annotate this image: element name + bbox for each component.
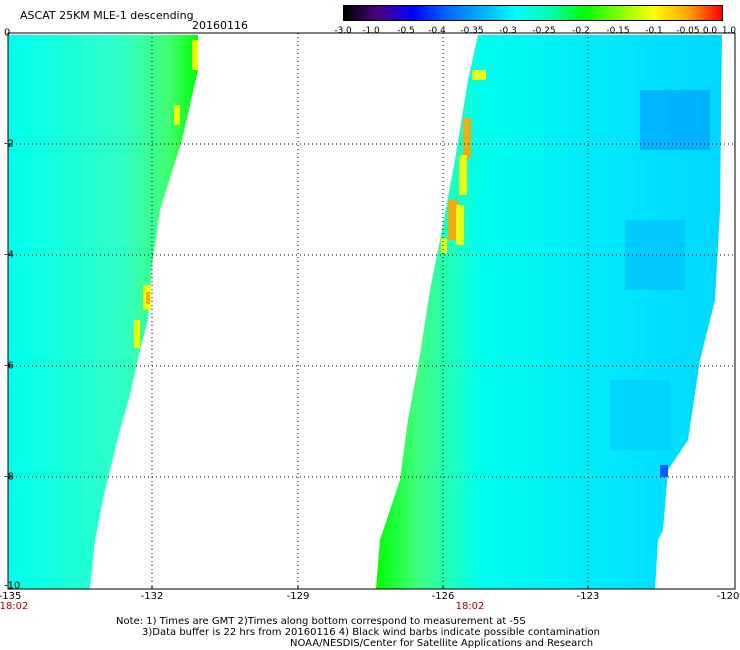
data-patch: [459, 155, 467, 195]
data-patch: [192, 40, 198, 70]
colorbar-label: -0.25: [532, 26, 556, 36]
colorbar-label: -1.0: [362, 26, 380, 36]
colorbar-label: 1.0: [721, 26, 737, 36]
y-tick-label: -4: [4, 249, 14, 261]
data-patch: [625, 220, 685, 290]
note-line-1: Note: 1) Times are GMT 2)Times along bot…: [116, 616, 526, 627]
data-patch: [448, 200, 458, 240]
left-swath: [8, 35, 198, 589]
data-patch: [463, 118, 471, 158]
colorbar-label: -0.1: [645, 26, 663, 36]
data-patch: [610, 380, 670, 450]
colorbar-label: -0.3: [499, 26, 517, 36]
colorbar-label: -0.15: [606, 26, 630, 36]
colorbar-label: -0.4: [428, 26, 446, 36]
map-frame: [7, 32, 736, 590]
colorbar-label: -0.05: [676, 26, 700, 36]
y-tick-label: -6: [4, 360, 14, 372]
y-tick-label: 0: [4, 27, 11, 39]
colorbar-labels: -3.0 -1.0 -0.5 -0.4 -0.35 -0.3 -0.25 -0.…: [330, 26, 740, 38]
swath-time-right: 18:02: [455, 601, 485, 612]
swath-time-left: 18:02: [0, 601, 29, 612]
colorbar-label: -0.2: [572, 26, 590, 36]
colorbar-label: -3.0: [334, 26, 352, 36]
data-patch: [441, 238, 447, 253]
data-patch: [134, 320, 140, 348]
x-tick-label: -126: [431, 591, 455, 602]
data-patch: [174, 105, 180, 125]
data-patch: [472, 70, 486, 80]
x-tick-label: -132: [140, 591, 164, 602]
x-tick-label: -123: [576, 591, 600, 602]
x-tick-label: -129: [286, 591, 310, 602]
note-line-2: 3)Data buffer is 22 hrs from 20160116 4)…: [142, 627, 600, 638]
data-patch: [146, 292, 150, 304]
y-tick-label: -2: [4, 138, 14, 150]
x-tick-label: -120: [716, 591, 740, 602]
colorbar-label: 0.0: [702, 26, 718, 36]
y-tick-label: -8: [4, 471, 14, 483]
note-line-3: NOAA/NESDIS/Center for Satellite Applica…: [290, 638, 594, 649]
colorbar-label: -0.35: [460, 26, 484, 36]
data-patch: [660, 465, 668, 477]
data-patch: [640, 90, 710, 150]
map-date: 20160116: [192, 19, 248, 32]
map-title: ASCAT 25KM MLE-1 descending: [20, 9, 194, 22]
colorbar: [343, 5, 723, 21]
x-tick-label: -135: [0, 591, 22, 602]
data-patch: [456, 205, 464, 245]
colorbar-label: -0.5: [397, 26, 415, 36]
y-tick-label: -10: [4, 580, 21, 592]
